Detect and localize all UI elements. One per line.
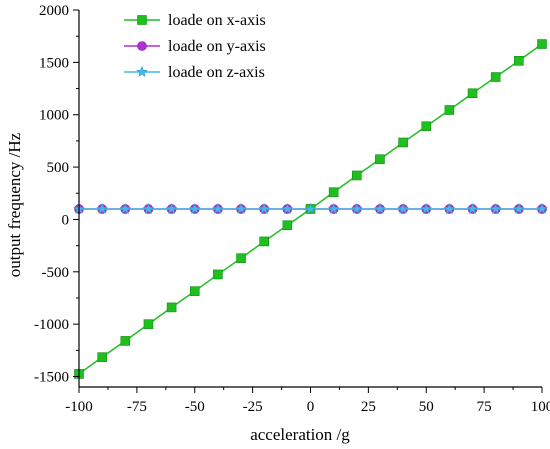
y-axis-title: output frequency /Hz: [5, 132, 24, 277]
y-tick-label: 1000: [39, 108, 69, 124]
series-3-point: [350, 202, 363, 215]
series-3-point: [489, 202, 502, 215]
series-1-point: [189, 286, 200, 296]
series-1-point: [490, 72, 501, 82]
series-1-point: [514, 55, 524, 66]
series-3-point: [420, 202, 433, 215]
series-1-point: [282, 220, 293, 231]
series-3-point: [327, 202, 340, 215]
series-3-point: [374, 202, 386, 215]
series-1-point: [328, 187, 339, 198]
series-1-point: [351, 170, 362, 181]
series-1-point: [421, 121, 432, 132]
series-1-point: [213, 269, 223, 280]
y-tick-label: -1000: [34, 317, 69, 333]
series-3-point: [536, 202, 548, 215]
series-3-point: [281, 202, 294, 215]
x-tick-label: 50: [419, 399, 434, 415]
legend: loade on x-axis loade on y-axis loade on z…: [124, 12, 266, 81]
legend-label: loade on y-axis: [168, 38, 266, 55]
legend-label: loade on z-axis: [168, 64, 265, 81]
x-tick-label: -50: [185, 399, 205, 415]
x-tick-label: -100: [65, 399, 93, 415]
y-tick-label: 500: [47, 160, 70, 176]
x-axis-title: acceleration /g: [250, 425, 350, 444]
series-1-point: [143, 319, 154, 329]
y-tick-label: 0: [62, 212, 70, 228]
series-1-point: [97, 352, 107, 362]
axes: acceleration /g output frequency /Hz -10…: [5, 3, 550, 444]
series-1-point: [375, 154, 385, 165]
series-3-point: [443, 202, 456, 215]
series-1-point: [120, 336, 131, 346]
series-3-point: [96, 202, 109, 215]
series-1-point: [537, 39, 547, 49]
x-tick-label: 100: [531, 399, 550, 415]
legend-item-3: loade on z-axis: [124, 64, 265, 81]
series-3-point: [235, 202, 247, 215]
series-1-point: [236, 253, 246, 263]
legend-swatch-marker: [137, 41, 147, 51]
y-tick-label: -500: [42, 265, 70, 281]
legend-swatch-marker: [136, 65, 148, 78]
series-3-point: [119, 202, 132, 215]
series-3-point: [165, 202, 178, 215]
series-3-point: [304, 202, 317, 215]
y-tick-label: 1500: [39, 55, 69, 71]
y-tick-label: 2000: [39, 3, 69, 19]
plot-area: [73, 39, 548, 379]
x-tick-label: -25: [243, 399, 263, 415]
series-3-point: [211, 202, 224, 215]
series-1-point: [166, 302, 177, 313]
series-3-point: [258, 202, 271, 215]
x-tick-label: 75: [477, 399, 492, 415]
series-3-point: [188, 202, 201, 215]
series-1-point: [398, 137, 408, 148]
series-3-point: [397, 202, 410, 215]
series-1-point: [467, 88, 478, 99]
series-3-point: [512, 202, 525, 215]
legend-label: loade on x-axis: [168, 12, 266, 29]
x-tick-label: 25: [361, 399, 376, 415]
x-tick-label: 0: [307, 399, 315, 415]
legend-item-1: loade on x-axis: [124, 12, 266, 29]
series-3: [73, 202, 548, 215]
series-1-point: [444, 105, 455, 115]
series-3-point: [142, 202, 155, 215]
x-tick-label: -75: [127, 399, 147, 415]
series-1-point: [259, 236, 270, 247]
legend-swatch-marker: [137, 15, 147, 25]
y-tick-label: -1500: [34, 370, 69, 386]
series-3-point: [466, 202, 479, 215]
legend-item-2: loade on y-axis: [124, 38, 266, 55]
